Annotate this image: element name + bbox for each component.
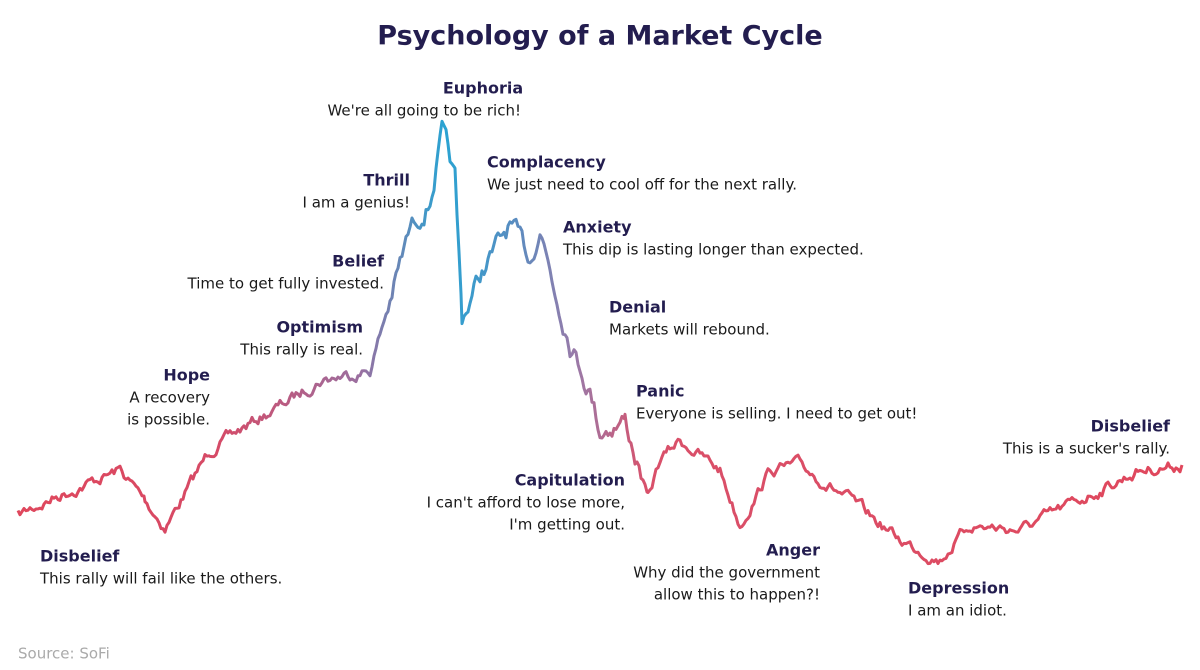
stage-name: Thrill bbox=[363, 171, 410, 190]
stage-caption: I'm getting out. bbox=[509, 516, 625, 534]
stage-name: Anger bbox=[766, 541, 820, 560]
stage-caption: I am an idiot. bbox=[908, 602, 1007, 620]
stage-caption: We're all going to be rich! bbox=[327, 102, 521, 120]
stage-name: Disbelief bbox=[1091, 417, 1171, 436]
stage-name: Capitulation bbox=[515, 471, 625, 490]
stage-caption: This is a sucker's rally. bbox=[1002, 440, 1170, 458]
stage-name: Belief bbox=[332, 252, 385, 271]
stage-caption: I am a genius! bbox=[303, 194, 410, 212]
stage-caption: A recovery bbox=[129, 389, 210, 407]
stage-caption: Everyone is selling. I need to get out! bbox=[636, 405, 917, 423]
stage-caption: This rally is real. bbox=[239, 341, 363, 359]
source: Source: SoFi bbox=[18, 645, 110, 663]
stage-name: Optimism bbox=[276, 318, 363, 337]
stage-caption: This rally will fail like the others. bbox=[39, 570, 282, 588]
stage-name: Anxiety bbox=[563, 218, 632, 237]
stage-caption: is possible. bbox=[127, 411, 210, 429]
stage-name: Depression bbox=[908, 579, 1009, 598]
stage-name: Denial bbox=[609, 298, 666, 317]
title: Psychology of a Market Cycle bbox=[377, 21, 822, 52]
stage-name: Panic bbox=[636, 382, 684, 401]
stage-name: Complacency bbox=[487, 153, 606, 172]
stage-caption: I can't afford to lose more, bbox=[427, 494, 625, 512]
stage-caption: Time to get fully invested. bbox=[187, 275, 384, 293]
stage-caption: We just need to cool off for the next ra… bbox=[487, 176, 797, 194]
stage-name: Hope bbox=[163, 366, 210, 385]
stage-caption: Why did the government bbox=[633, 564, 820, 582]
stage-name: Euphoria bbox=[443, 79, 523, 98]
stage-caption: Markets will rebound. bbox=[609, 321, 770, 339]
stage-caption: This dip is lasting longer than expected… bbox=[562, 241, 864, 259]
market-cycle-line bbox=[16, 119, 1184, 566]
stage-name: Disbelief bbox=[40, 547, 120, 566]
stage-caption: allow this to happen?! bbox=[654, 586, 820, 604]
